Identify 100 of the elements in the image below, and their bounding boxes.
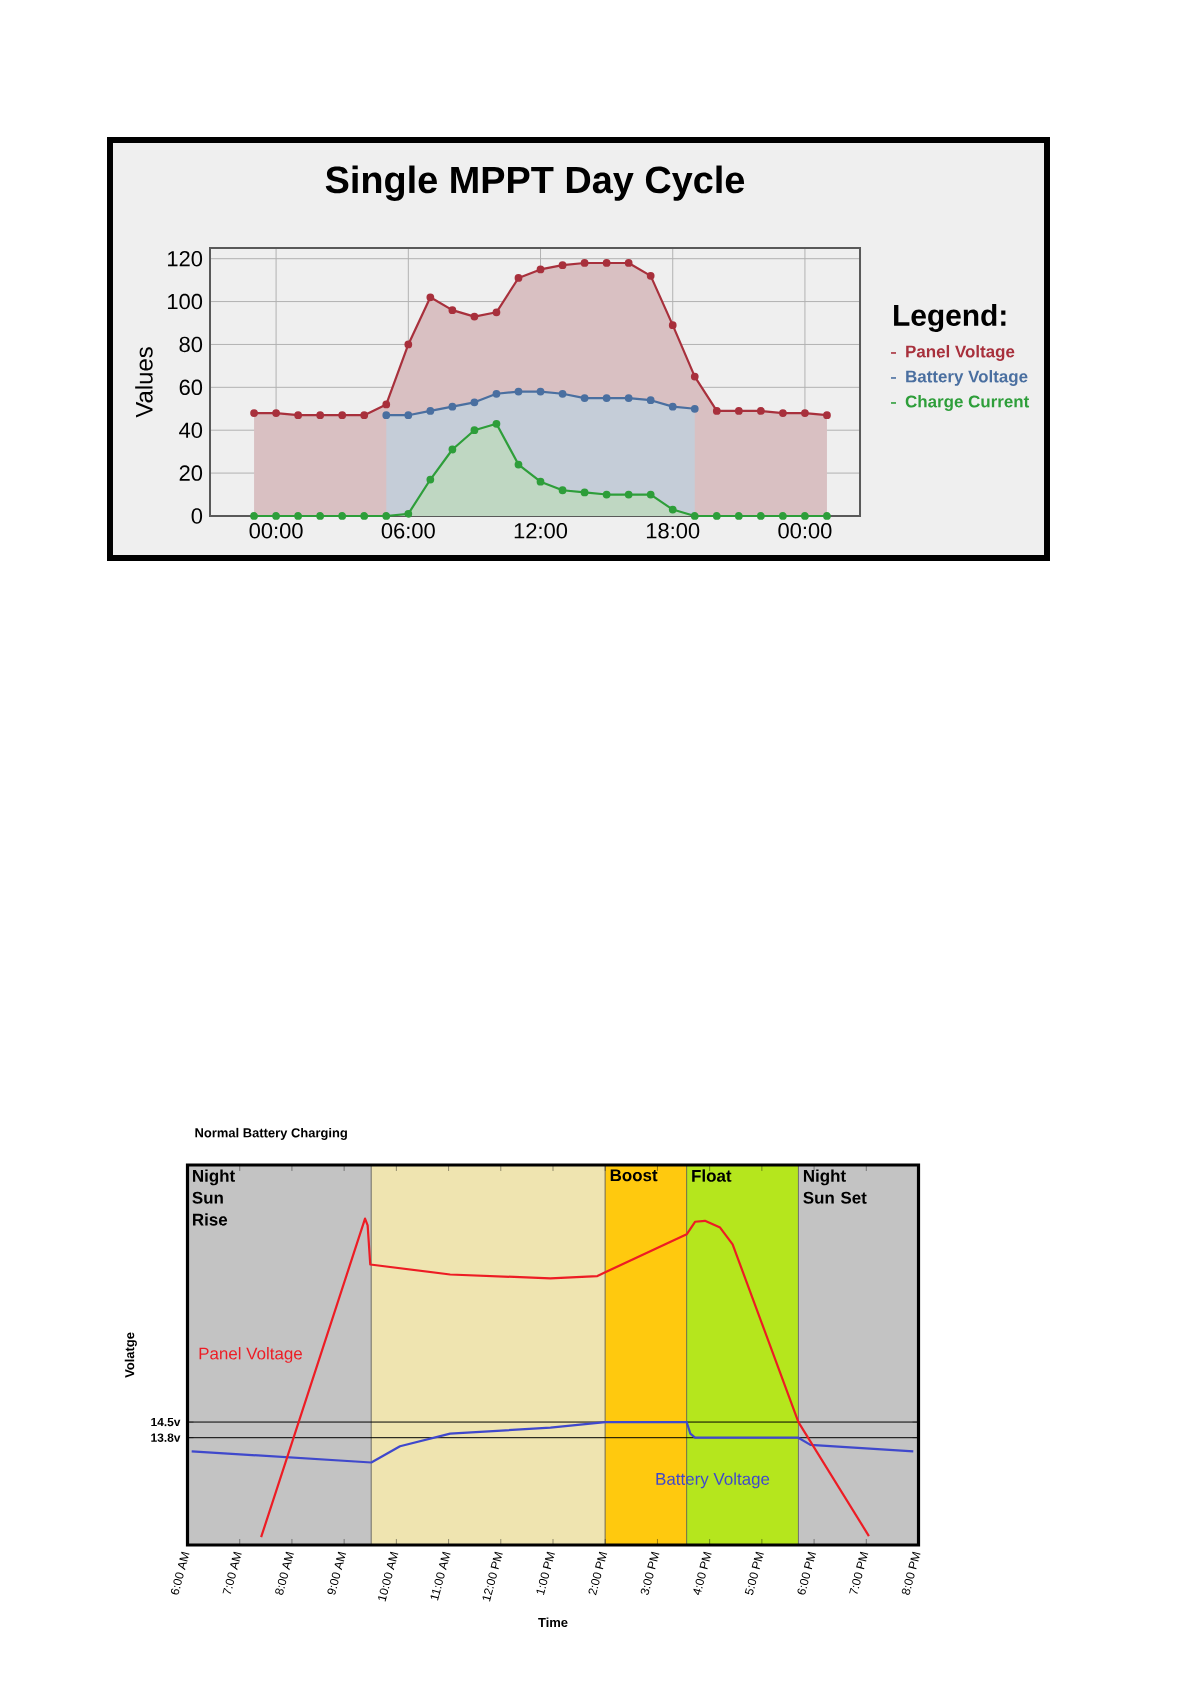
point [646, 396, 655, 405]
chart-title: Normal Battery Charging [195, 1127, 347, 1140]
y-tick-label: 60 [179, 379, 203, 396]
point [470, 426, 479, 435]
series-label: Panel Voltage [199, 1347, 302, 1363]
band-label: Night Sun Rise [192, 1169, 235, 1226]
point [602, 394, 611, 402]
y-tick-label: 20 [179, 465, 203, 481]
x-tick-label: 00:00 [249, 523, 303, 539]
point [250, 512, 258, 520]
point [624, 259, 633, 267]
point [514, 460, 523, 469]
point [558, 261, 567, 270]
y-tick-label: 100 [168, 293, 203, 310]
point [360, 411, 369, 420]
point [470, 398, 479, 407]
x-axis-title: Time [538, 1617, 568, 1627]
point [426, 407, 435, 415]
point [382, 512, 391, 520]
x-tick-label: 6:00 PM [797, 1551, 816, 1595]
point [779, 512, 787, 520]
point [492, 389, 501, 398]
point [382, 411, 391, 420]
point [734, 512, 743, 520]
point [779, 409, 787, 417]
x-tick-label: 12:00 PM [482, 1551, 503, 1602]
x-tick-label: 10:00 AM [378, 1551, 399, 1602]
y-tick-label: 13.8v [151, 1433, 181, 1442]
point [580, 259, 589, 267]
point [448, 306, 457, 315]
point [250, 409, 258, 417]
point [823, 512, 831, 520]
y-tick-label: 14.5v [151, 1417, 181, 1427]
point [338, 411, 347, 420]
x-tick-label: 8:00 AM [275, 1551, 294, 1595]
point [426, 475, 435, 484]
band-label: Night Sun Set [803, 1169, 867, 1204]
x-tick-label: 7:00 PM [849, 1551, 869, 1594]
point [426, 293, 435, 302]
point [360, 512, 369, 520]
x-tick-label: 11:00 AM [430, 1551, 451, 1601]
x-tick-label: 6:00 AM [170, 1551, 190, 1595]
point [404, 340, 413, 349]
point [734, 407, 743, 415]
point [404, 411, 413, 420]
x-tick-label: 3:00 PM [640, 1551, 660, 1595]
chart-title: Single MPPT Day Cycle [325, 165, 745, 201]
point [646, 271, 655, 280]
legend-label: Panel Voltage [906, 345, 1015, 361]
point [602, 490, 611, 499]
x-tick-label: 00:00 [778, 523, 832, 539]
point [801, 409, 809, 417]
y-tick-label: 40 [179, 422, 203, 438]
x-tick-label: 06:00 [381, 523, 435, 539]
point [470, 312, 479, 321]
point [668, 402, 677, 411]
point [514, 387, 523, 396]
point [382, 400, 391, 409]
point [624, 394, 633, 402]
point [624, 490, 633, 499]
point [316, 411, 325, 420]
y-tick-label: 120 [168, 250, 203, 267]
point [690, 372, 699, 381]
point [712, 512, 721, 520]
x-tick-label: 4:00 PM [693, 1551, 712, 1596]
point [492, 308, 501, 317]
point [646, 490, 655, 499]
point [536, 477, 545, 486]
point [712, 407, 721, 415]
legend-label: Battery Voltage [906, 370, 1028, 386]
legend-label: Charge Current [905, 395, 1030, 411]
x-tick-label: 8:00 PM [901, 1551, 921, 1595]
band-label: Boost [610, 1169, 658, 1182]
point [272, 512, 280, 520]
point [536, 265, 545, 274]
point [448, 402, 457, 411]
point [580, 488, 589, 497]
point [823, 411, 831, 420]
x-tick-label: 18:00 [646, 523, 700, 539]
point [801, 512, 809, 520]
point [294, 411, 303, 420]
point [690, 512, 699, 520]
point [558, 389, 567, 398]
line-series [190, 1420, 915, 1464]
point [272, 409, 280, 417]
point [756, 407, 765, 415]
point [756, 512, 765, 520]
y-tick-label: 80 [179, 336, 203, 353]
point [558, 486, 567, 495]
point [294, 512, 303, 520]
point [668, 505, 677, 514]
point [536, 387, 545, 396]
point [668, 321, 677, 330]
x-tick-label: 12:00 [514, 523, 568, 539]
x-tick-label: 2:00 PM [588, 1551, 608, 1596]
y-axis-title: Volatge [124, 1332, 137, 1378]
y-axis-title: Values [135, 347, 153, 418]
x-tick-label: 5:00 PM [744, 1551, 764, 1595]
point [690, 404, 699, 413]
point [448, 445, 457, 454]
